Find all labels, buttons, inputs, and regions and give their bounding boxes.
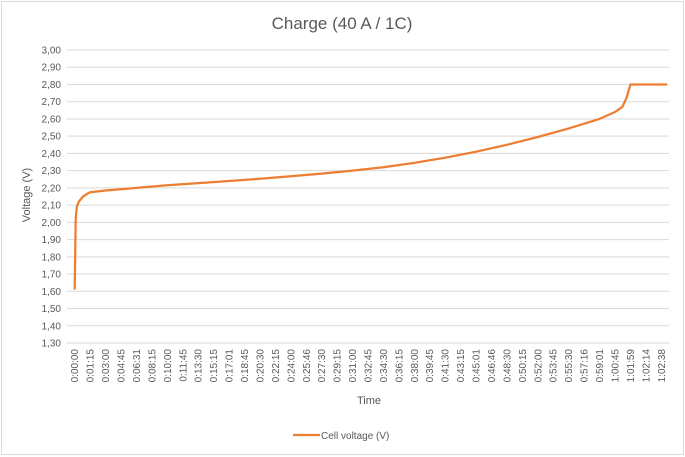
x-tick-label: 0:29:15 xyxy=(333,349,344,383)
x-tick-label: 1:01:59 xyxy=(626,349,637,383)
x-tick-label: 0:18:45 xyxy=(240,349,251,383)
x-tick-label: 0:57:16 xyxy=(580,349,591,383)
x-tick-label: 0:39:45 xyxy=(425,349,436,383)
x-tick-label: 0:41:30 xyxy=(441,349,452,383)
x-tick-label: 0:38:00 xyxy=(410,349,421,383)
x-tick-label: 0:53:45 xyxy=(549,349,560,383)
y-tick-label: 2,00 xyxy=(42,218,62,229)
y-tick-label: 1,90 xyxy=(42,235,62,246)
gridlines xyxy=(67,49,669,327)
x-tick-label: 0:32:45 xyxy=(364,349,375,383)
y-axis-ticks: 1,30 1,40 1,50 1,60 1,70 1,80 1,90 2,00 2,10 2,20… xyxy=(42,46,62,350)
x-tick-label: 0:01:15 xyxy=(86,349,97,383)
y-tick-label: 2,30 xyxy=(42,166,62,177)
x-tick-label: 0:36:15 xyxy=(394,349,405,383)
x-tick-label: 0:10:00 xyxy=(163,349,174,383)
x-tick-label: 0:24:00 xyxy=(286,349,297,383)
y-tick-label: 1,30 xyxy=(42,339,62,350)
x-tick-label: 0:59:01 xyxy=(595,349,606,383)
chart-title: Charge (40 A / 1C) xyxy=(272,14,413,33)
legend-label: Cell voltage (V) xyxy=(321,431,389,442)
y-tick-label: 2,70 xyxy=(42,97,62,108)
x-tick-label: 0:27:30 xyxy=(317,349,328,383)
y-tick-label: 2,10 xyxy=(42,201,62,212)
x-tick-label: 0:45:01 xyxy=(472,349,483,383)
x-tick-label: 0:06:31 xyxy=(132,349,143,383)
x-tick-label: 0:08:15 xyxy=(147,349,158,383)
y-tick-label: 1,50 xyxy=(42,304,62,315)
x-tick-label: 0:34:30 xyxy=(379,349,390,383)
x-tick-label: 0:03:00 xyxy=(101,349,112,383)
x-axis-label: Time xyxy=(357,395,381,407)
y-tick-label: 1,40 xyxy=(42,321,62,332)
x-tick-label: 0:43:15 xyxy=(456,349,467,383)
x-tick-label: 0:55:30 xyxy=(564,349,575,383)
y-tick-label: 2,60 xyxy=(42,114,62,125)
x-tick-label: 0:50:15 xyxy=(518,349,529,383)
x-tick-label: 1:00:45 xyxy=(610,349,621,383)
x-axis-ticks: 0:00:00 0:01:15 0:03:00 0:04:45 0:06:31 0:08:… xyxy=(70,349,668,383)
x-tick-label: 0:15:15 xyxy=(209,349,220,383)
x-tick-label: 1:02:14 xyxy=(641,349,652,383)
x-tick-label: 0:48:30 xyxy=(502,349,513,383)
y-tick-label: 1,80 xyxy=(42,252,62,263)
y-tick-label: 1,60 xyxy=(42,287,62,298)
y-axis-label: Voltage (V) xyxy=(21,168,33,222)
x-tick-label: 0:17:01 xyxy=(225,349,236,383)
x-tick-label: 0:13:30 xyxy=(194,349,205,383)
y-tick-label: 2,80 xyxy=(42,80,62,91)
x-tick-label: 0:31:00 xyxy=(348,349,359,383)
y-tick-label: 1,70 xyxy=(42,270,62,281)
x-tick-label: 0:22:15 xyxy=(271,349,282,383)
y-tick-label: 2,20 xyxy=(42,183,62,194)
x-tick-label: 0:46:46 xyxy=(487,349,498,383)
y-tick-label: 2,90 xyxy=(42,63,62,74)
x-tick-label: 0:52:00 xyxy=(533,349,544,383)
legend: Cell voltage (V) xyxy=(293,431,389,442)
x-tick-label: 1:02:38 xyxy=(657,349,668,383)
x-tick-label: 0:00:00 xyxy=(70,349,81,383)
x-tick-label: 0:20:30 xyxy=(255,349,266,383)
y-tick-label: 2,50 xyxy=(42,132,62,143)
series-line-cell-voltage xyxy=(73,83,667,290)
y-tick-label: 3,00 xyxy=(42,46,62,57)
x-tick-label: 0:04:45 xyxy=(117,349,128,383)
x-tick-label: 0:25:46 xyxy=(302,349,313,383)
x-tick-label: 0:11:45 xyxy=(178,349,189,382)
y-tick-label: 2,40 xyxy=(42,149,62,160)
